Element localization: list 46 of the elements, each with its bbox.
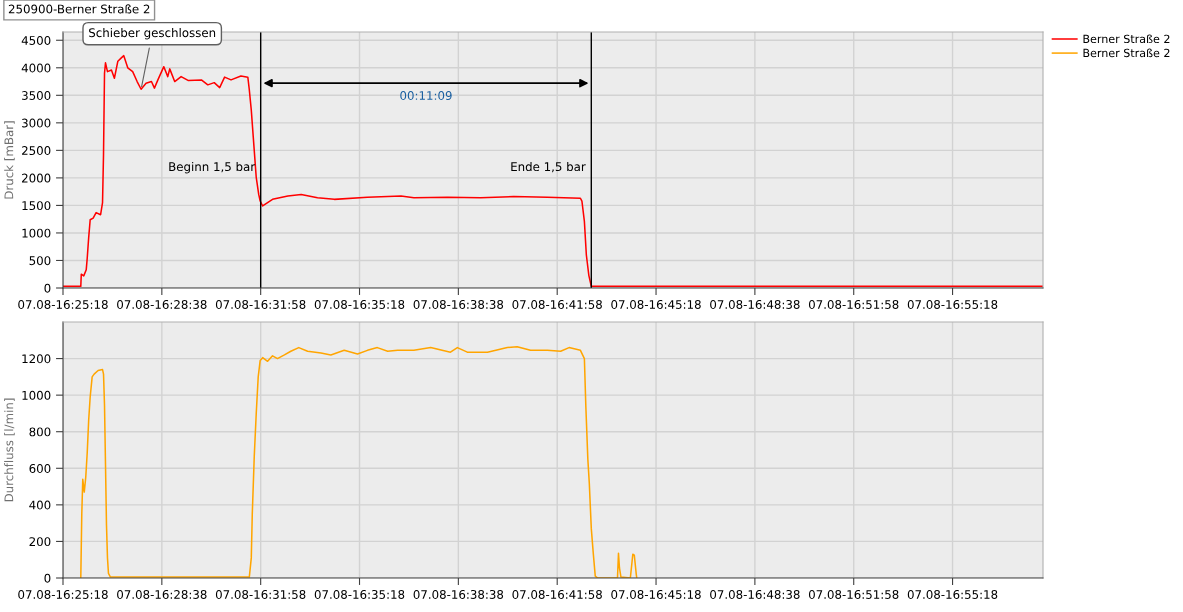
- y-tick-label: 0: [44, 573, 51, 583]
- annotation: 00:11:09: [400, 91, 452, 101]
- y-tick-label: 4500: [21, 35, 51, 45]
- chart-title: 250900-Berner Straße 2: [8, 4, 150, 14]
- x-tick-label: 07.08-16:35:18: [314, 590, 405, 599]
- y-tick-label: 3500: [22, 91, 51, 100]
- y-tick-label: 800: [29, 427, 51, 437]
- x-tick-label: 07.08-16:45:18: [611, 300, 701, 309]
- x-tick-label: 07.08-16:48:38: [710, 590, 800, 599]
- legend-label: Berner Straße 2: [1083, 34, 1170, 44]
- x-tick-label: 07.08-16:55:18: [907, 300, 998, 309]
- x-tick-label: 07.08-16:28:38: [117, 590, 207, 599]
- x-tick-label: 07.08-16:41:58: [512, 300, 602, 309]
- y-axis-title: Durchfluss [l/min]: [4, 398, 15, 502]
- y-tick-label: 0: [44, 283, 51, 293]
- annotation: Schieber geschlossen: [89, 27, 216, 40]
- y-tick-label: 2000: [22, 173, 51, 183]
- legend-label: Berner Straße 2: [1083, 48, 1170, 58]
- x-tick-label: 07.08-16:31:58: [215, 590, 306, 599]
- y-tick-label: 1000: [22, 390, 51, 400]
- x-tick-label: 07.08-16:28:38: [117, 300, 207, 309]
- y-tick-label: 3000: [22, 118, 51, 128]
- x-tick-label: 07.08-16:45:18: [611, 590, 701, 599]
- y-axis-title: Druck [mBar]: [4, 121, 15, 199]
- y-tick-label: 4000: [21, 63, 51, 73]
- y-tick-label: 500: [29, 256, 51, 266]
- y-tick-label: 2500: [22, 146, 51, 156]
- x-tick-label: 07.08-16:55:18: [907, 590, 998, 599]
- y-tick-label: 1000: [22, 228, 51, 238]
- x-tick-label: 07.08-16:51:58: [808, 300, 899, 309]
- x-tick-label: 07.08-16:38:38: [413, 300, 504, 309]
- y-tick-label: 1200: [22, 354, 51, 364]
- x-tick-label: 07.08-16:51:58: [808, 590, 899, 599]
- x-tick-label: 07.08-16:25:18: [18, 590, 108, 599]
- x-tick-label: 07.08-16:41:58: [512, 590, 602, 599]
- ref-line-label: Beginn 1,5 bar: [169, 161, 256, 174]
- x-tick-label: 07.08-16:35:18: [314, 300, 405, 309]
- x-tick-label: 07.08-16:31:58: [215, 300, 306, 309]
- x-tick-label: 07.08-16:25:18: [18, 300, 108, 309]
- y-tick-label: 400: [29, 500, 51, 510]
- ref-line-label: Ende 1,5 bar: [511, 161, 586, 173]
- y-tick-label: 600: [29, 464, 51, 473]
- y-tick-label: 1500: [22, 201, 51, 211]
- x-tick-label: 07.08-16:38:38: [413, 590, 504, 599]
- x-tick-label: 07.08-16:48:38: [710, 300, 800, 309]
- y-tick-label: 200: [29, 537, 51, 547]
